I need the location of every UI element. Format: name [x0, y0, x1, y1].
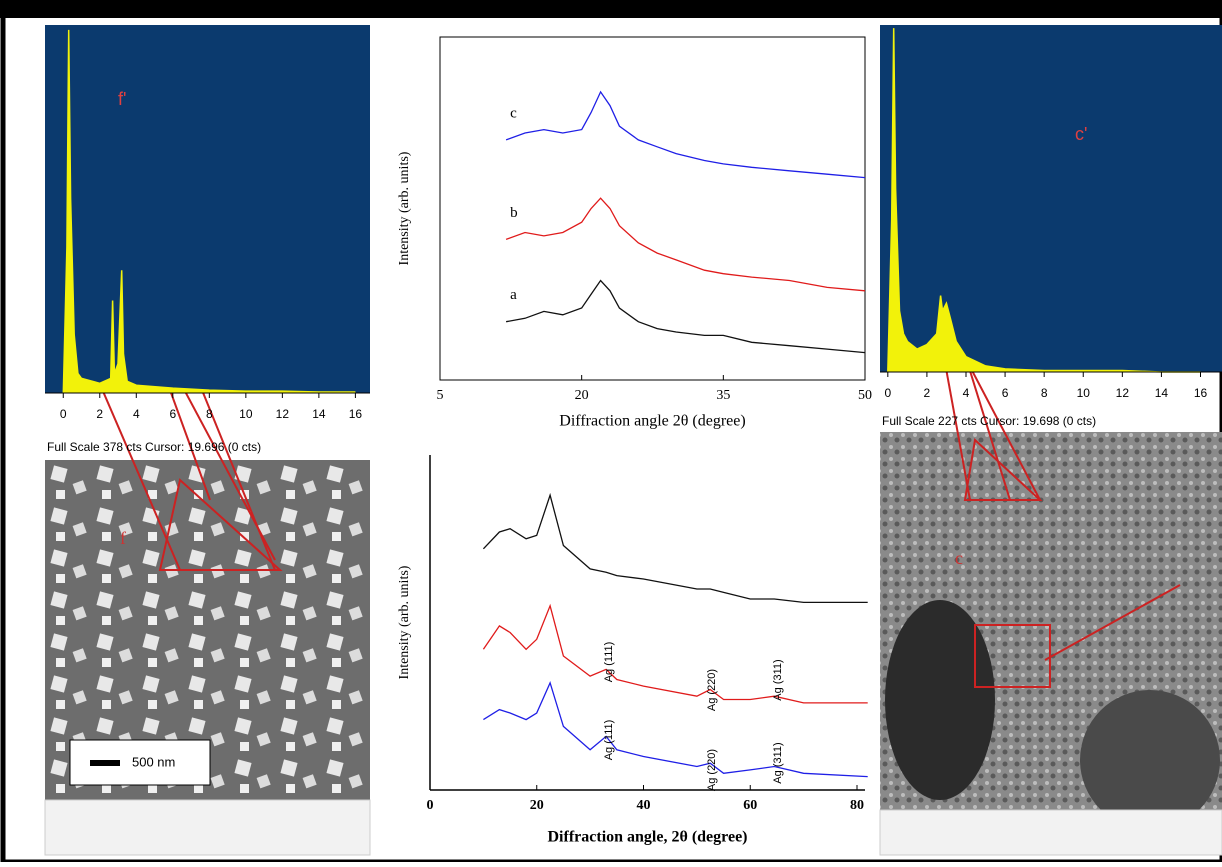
series-line [483, 680, 868, 778]
x-tick-label: 20 [530, 798, 544, 813]
x-tick-label: 4 [963, 386, 970, 400]
x-tick-label: 14 [312, 407, 326, 421]
series-line [505, 197, 866, 292]
pore [1080, 690, 1220, 830]
chart: 0 20 40 60 80 Diffraction angle, 2θ (degree) I… [397, 455, 868, 846]
panel-label: c' [1075, 124, 1087, 144]
x-tick-label: 2 [924, 386, 931, 400]
sem-info-bar [879, 809, 1222, 856]
x-tick-label: 20 [575, 388, 589, 403]
x-tick-label: 8 [206, 407, 213, 421]
x-tick-label: 16 [349, 407, 363, 421]
x-tick-label: 0 [884, 386, 891, 400]
footer: Full Scale 227 cts Cursor: 19.698 (0 cts… [882, 414, 1096, 428]
selection [963, 438, 1043, 501]
annotation: Ag (220) [706, 749, 718, 791]
series-label: a [510, 287, 517, 303]
x-tick-label: 80 [850, 798, 864, 813]
y-axis-label: Intensity (arb. units) [397, 565, 412, 679]
panel-label: c [955, 548, 963, 568]
x-tick-label: 5 [437, 388, 444, 403]
chart: 0 2 4 6 8 10 12 14 16 Full Scale 378 cts Cursor: … [45, 25, 370, 454]
series-line [482, 603, 868, 704]
panel-label: f' [118, 89, 126, 109]
y-axis-label: Intensity (arb. units) [397, 151, 412, 265]
x-tick-label: 50 [858, 388, 872, 403]
x-tick-label: 35 [716, 388, 730, 403]
scale-label: 500 nm [132, 754, 175, 769]
x-tick-label: 6 [169, 407, 176, 421]
footer: Full Scale 378 cts Cursor: 19.696 (0 cts… [47, 440, 261, 454]
x-tick-label: 16 [1194, 386, 1208, 400]
x-tick-label: 14 [1155, 386, 1169, 400]
pore [885, 600, 995, 800]
x-tick-label: 8 [1041, 386, 1048, 400]
series-line [482, 492, 868, 604]
selection [158, 478, 283, 571]
panel-label: f [120, 528, 126, 548]
x-tick-label: 2 [96, 407, 103, 421]
annotation: Ag (111) [603, 642, 615, 683]
selection [974, 624, 1051, 688]
x-axis-label: Diffraction angle 2θ (degree) [559, 413, 745, 430]
x-tick-label: 0 [427, 798, 434, 813]
annotation: Ag (111) [603, 720, 615, 761]
chart: 0 2 4 6 8 10 12 14 16 Full Scale 227 cts Cursor: … [880, 25, 1222, 428]
series-label: c [510, 105, 517, 121]
annotation: Ag (220) [706, 669, 718, 711]
annotation: Ag (311) [772, 659, 784, 700]
x-tick-label: 12 [276, 407, 290, 421]
plot-background [45, 25, 370, 393]
x-tick-label: 0 [60, 407, 67, 421]
x-tick-label: 40 [636, 798, 650, 813]
x-axis-label: Diffraction angle, 2θ (degree) [548, 829, 748, 846]
x-tick-label: 10 [1077, 386, 1091, 400]
x-tick-label: 10 [239, 407, 253, 421]
spectrum [62, 29, 356, 394]
annotation: Ag (311) [772, 742, 784, 783]
plot-background [880, 25, 1222, 372]
series-label: b [510, 205, 517, 221]
x-tick-label: 60 [743, 798, 757, 813]
x-tick-label: 4 [133, 407, 140, 421]
scale-bar [90, 760, 120, 766]
sem-info-bar [44, 799, 371, 856]
series-line [505, 90, 866, 179]
spectrum [887, 28, 1201, 373]
series-line [505, 279, 866, 354]
x-tick-label: 12 [1116, 386, 1130, 400]
x-tick-label: 6 [1002, 386, 1009, 400]
plot-frame [439, 36, 866, 381]
chart: 5 20 35 50 a b c Diffraction angle 2θ (degree) I… [397, 36, 872, 430]
